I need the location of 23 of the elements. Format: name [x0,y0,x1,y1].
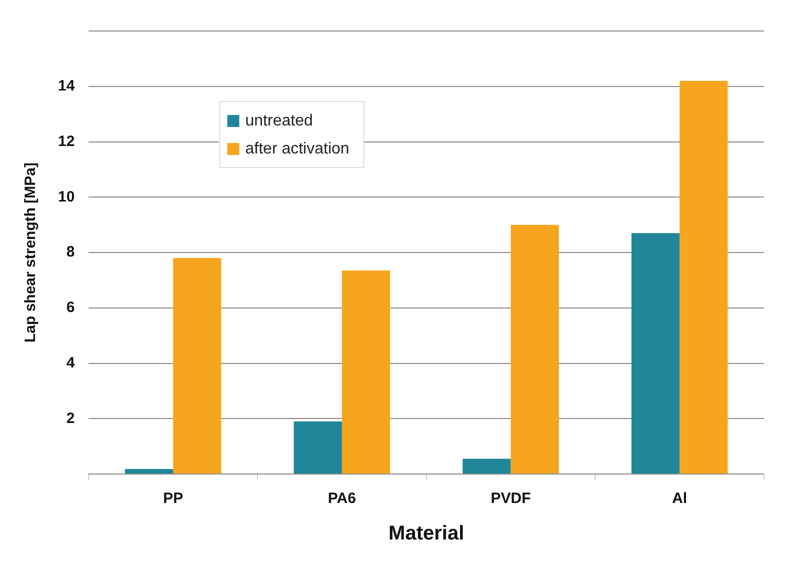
x-axis-title: Material [388,522,464,545]
x-tick-label: PVDF [490,490,531,508]
bar [294,421,342,474]
bar [510,224,559,474]
y-tick-label: 2 [66,410,75,427]
y-axis-title: Lap shear strength [MPa] [22,162,40,343]
bar [124,469,174,474]
y-tick-label: 8 [66,244,75,261]
bar [462,458,511,474]
y-tick-label: 6 [66,299,75,316]
y-tick-label: 12 [58,132,75,150]
x-tick-label: Al [672,490,688,508]
y-tick-label: 10 [58,188,75,206]
legend-label: untreated [245,112,313,130]
x-tick-label: PP [163,490,184,508]
y-tick-label: 4 [66,354,76,372]
bar [173,258,222,474]
bar [342,270,390,474]
y-tick-label: 14 [58,78,76,95]
x-tick-label: PA6 [328,490,356,508]
bar [631,233,680,474]
legend-label: after activation [245,140,350,158]
bar [680,80,728,474]
